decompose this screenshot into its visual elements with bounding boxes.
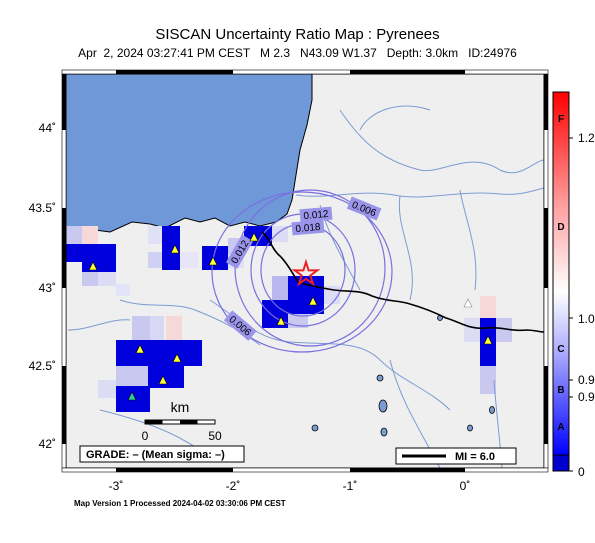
station-triangle bbox=[308, 296, 318, 306]
mi-legend-text: MI = 6.0 bbox=[455, 451, 495, 463]
station-triangle bbox=[135, 344, 145, 354]
colorbar-grade: B bbox=[557, 385, 564, 396]
colorbar: F D C B A 1.2 1.0 0.9 0.9 0 bbox=[552, 91, 595, 479]
lat-label: 43.5˚ bbox=[29, 201, 56, 215]
colorbar-grade: F bbox=[558, 114, 564, 125]
station-triangle bbox=[127, 391, 137, 401]
lon-label: -2˚ bbox=[226, 479, 241, 493]
national-border bbox=[261, 231, 544, 333]
latitude-labels: 44˚ 43.5˚ 43˚ 42.5˚ 42˚ bbox=[29, 121, 56, 451]
mi-legend: MI = 6.0 bbox=[395, 447, 517, 465]
lon-label: 0˚ bbox=[460, 479, 471, 493]
station-triangle bbox=[170, 244, 180, 254]
colorbar-grade: C bbox=[557, 344, 564, 355]
scale-label-end: 50 bbox=[208, 429, 222, 443]
station-triangle bbox=[276, 316, 286, 326]
lat-label: 42˚ bbox=[39, 437, 56, 451]
grade-box: GRADE: – (Mean sigma: –) bbox=[79, 445, 245, 463]
colorbar-tick: 0.9 bbox=[578, 373, 595, 387]
station-triangle bbox=[158, 375, 168, 385]
scale-bar: km 0 50 bbox=[142, 399, 222, 443]
station-triangle bbox=[463, 298, 473, 308]
stations bbox=[88, 232, 493, 401]
lon-label: -3˚ bbox=[109, 479, 124, 493]
station-triangle bbox=[172, 353, 182, 363]
reservoirs bbox=[311, 315, 495, 437]
lat-label: 42.5˚ bbox=[29, 359, 56, 373]
event-info-line: Apr 2, 2024 03:27:41 PM CEST M 2.3 N43.0… bbox=[78, 46, 517, 60]
longitude-labels: -3˚ -2˚ -1˚ 0˚ bbox=[109, 479, 471, 493]
lat-label: 44˚ bbox=[39, 121, 56, 135]
colorbar-tick: 0 bbox=[578, 465, 585, 479]
colorbar-tick: 1.2 bbox=[578, 131, 595, 145]
colorbar-grade: D bbox=[557, 222, 564, 233]
station-triangle bbox=[249, 232, 259, 242]
grade-text: GRADE: – (Mean sigma: –) bbox=[86, 449, 225, 461]
station-triangle bbox=[483, 335, 493, 345]
scale-unit: km bbox=[171, 399, 190, 415]
map-title: SISCAN Uncertainty Ratio Map : Pyrenees bbox=[155, 26, 440, 43]
colorbar-tick: 0.9 bbox=[578, 390, 595, 404]
map-frame bbox=[61, 69, 549, 473]
bay-of-biscay bbox=[66, 74, 313, 237]
scale-label-start: 0 bbox=[142, 429, 149, 443]
ratio-grid bbox=[66, 226, 512, 412]
contour-label: 0.012 bbox=[303, 209, 329, 222]
station-triangle bbox=[208, 256, 218, 266]
colorbar-grade: A bbox=[557, 422, 564, 433]
contour-label: 0.018 bbox=[295, 222, 321, 235]
lon-label: -1˚ bbox=[343, 479, 358, 493]
station-triangle bbox=[88, 261, 98, 271]
epicenter-star bbox=[291, 258, 321, 287]
lat-label: 43˚ bbox=[39, 281, 56, 295]
colorbar-tick: 1.0 bbox=[578, 312, 595, 326]
processing-footer: Map Version 1 Processed 2024-04-02 03:30… bbox=[74, 499, 286, 508]
